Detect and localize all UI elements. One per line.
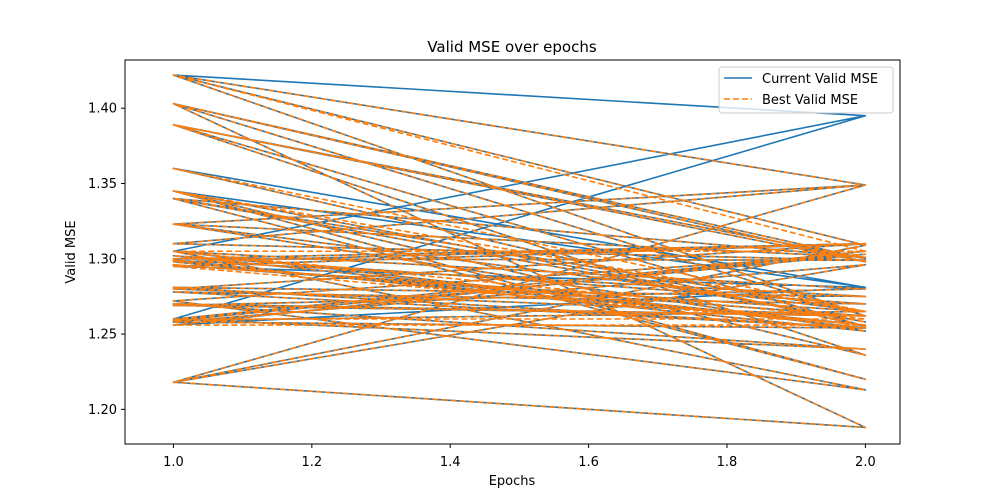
series-line-best — [172, 74, 867, 429]
x-tick-label: 1.8 — [717, 455, 738, 470]
x-axis-label: Epochs — [489, 474, 536, 489]
y-tick-label: 1.30 — [88, 252, 117, 267]
x-tick-label: 1.6 — [578, 455, 599, 470]
plot-frame — [124, 59, 901, 445]
x-tick-label: 1.0 — [163, 455, 184, 470]
legend: Current Valid MSE Best Valid MSE — [718, 66, 894, 114]
legend-label-best: Best Valid MSE — [762, 93, 858, 108]
y-tick-label: 1.25 — [88, 328, 117, 343]
y-tick-label: 1.35 — [88, 177, 117, 192]
y-axis-label: Valid MSE — [64, 220, 79, 283]
series-layer — [172, 74, 867, 429]
legend-box — [718, 66, 894, 114]
x-axis: 1.0 1.2 1.4 1.6 1.8 2.0 — [163, 444, 876, 470]
y-tick-label: 1.40 — [88, 102, 117, 117]
x-tick-label: 1.4 — [440, 455, 461, 470]
y-axis: 1.20 1.25 1.30 1.35 1.40 — [88, 102, 125, 418]
y-tick-label: 1.20 — [88, 403, 117, 418]
x-tick-label: 2.0 — [855, 455, 876, 470]
legend-label-current: Current Valid MSE — [762, 72, 878, 87]
x-tick-label: 1.2 — [301, 455, 322, 470]
chart-title: Valid MSE over epochs — [427, 38, 597, 56]
